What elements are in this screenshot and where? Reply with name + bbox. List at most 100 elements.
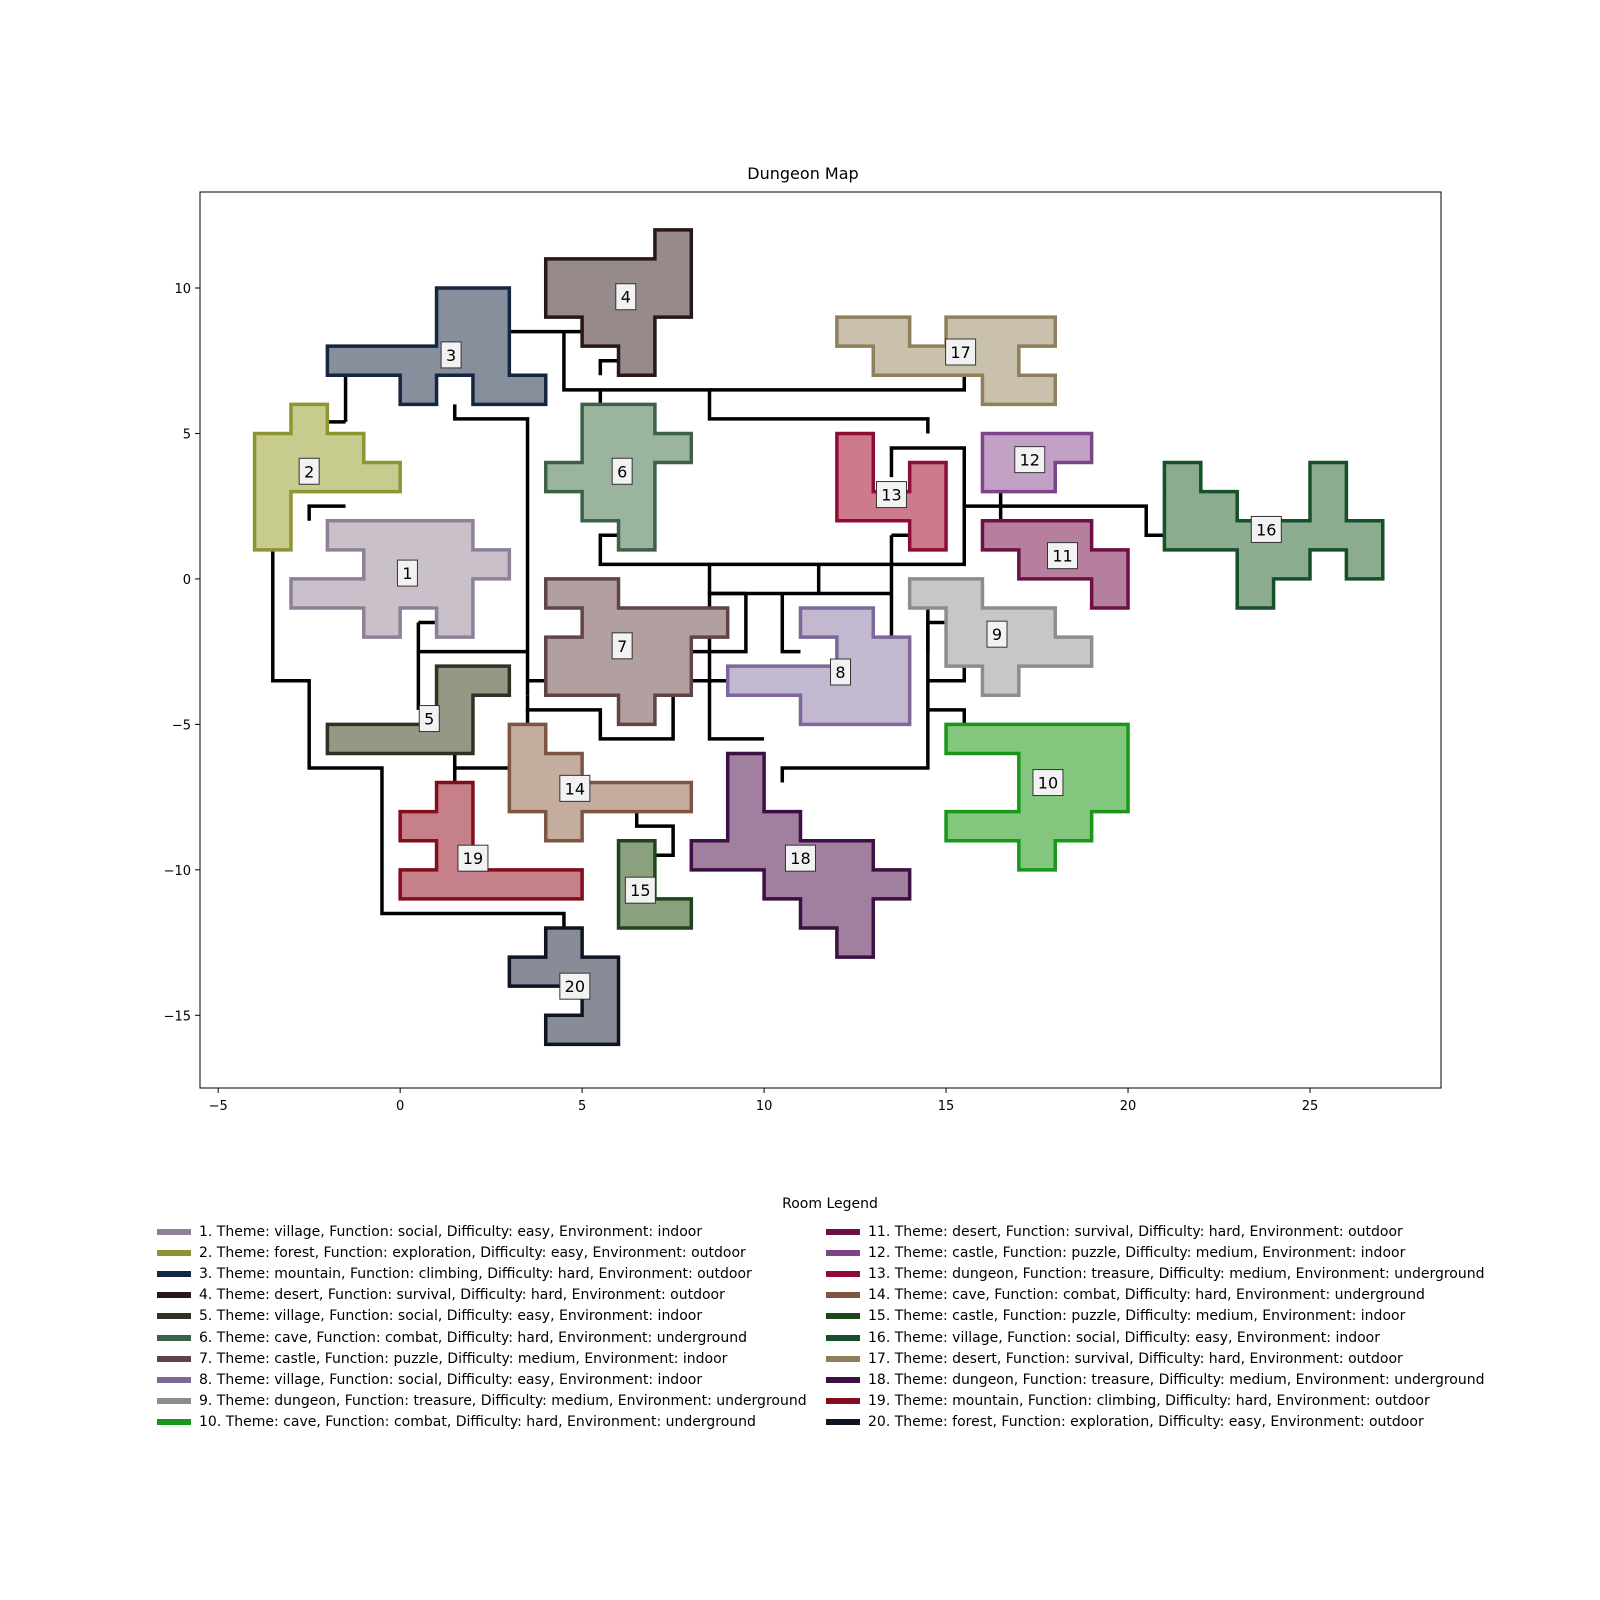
rooms-layer xyxy=(252,228,1385,1047)
x-tick-label-3: 10 xyxy=(756,1099,773,1114)
legend-label: 16. Theme: village, Function: social, Di… xyxy=(868,1329,1380,1346)
legend-swatch xyxy=(157,1313,191,1320)
corridor-6 xyxy=(271,549,566,928)
legend-item: 6. Theme: cave, Function: combat, Diffic… xyxy=(157,1327,807,1348)
legend-label: 2. Theme: forest, Function: exploration,… xyxy=(199,1244,746,1261)
room-14[interactable] xyxy=(507,722,694,843)
corridor-9 xyxy=(562,331,930,434)
legend-item: 2. Theme: forest, Function: exploration,… xyxy=(157,1242,807,1263)
legend-swatch xyxy=(826,1355,860,1362)
legend-label: 19. Theme: mountain, Function: climbing,… xyxy=(868,1393,1430,1410)
x-tick-label-0: −5 xyxy=(209,1099,228,1114)
legend-item: 17. Theme: desert, Function: survival, D… xyxy=(826,1348,1485,1369)
room-label-13: 13 xyxy=(881,486,901,505)
room-label-box-3 xyxy=(440,341,462,369)
legend-swatch xyxy=(826,1313,860,1320)
room-label-box-5 xyxy=(418,705,440,733)
room-label-box-13 xyxy=(875,481,907,509)
legend-item: 4. Theme: desert, Function: survival, Di… xyxy=(157,1285,807,1306)
corridor-13 xyxy=(598,446,967,567)
legend-swatch xyxy=(157,1334,191,1341)
room-label-11: 11 xyxy=(1052,547,1072,566)
legend-label: 5. Theme: village, Function: social, Dif… xyxy=(199,1308,703,1325)
room-label-box-18 xyxy=(784,844,816,872)
legend-item: 11. Theme: desert, Function: survival, D… xyxy=(826,1221,1485,1242)
room-label-20: 20 xyxy=(565,977,585,996)
legend-label: 3. Theme: mountain, Function: climbing, … xyxy=(199,1265,752,1282)
legend-label: 10. Theme: cave, Function: combat, Diffi… xyxy=(199,1414,756,1431)
legend-swatch xyxy=(826,1228,860,1235)
legend-swatch xyxy=(826,1270,860,1277)
room-label-box-12 xyxy=(1014,446,1046,474)
legend-item: 15. Theme: castle, Function: puzzle, Dif… xyxy=(826,1306,1485,1327)
room-label-box-10 xyxy=(1032,769,1064,797)
legend-item: 20. Theme: forest, Function: exploration… xyxy=(826,1412,1485,1433)
room-7[interactable] xyxy=(543,577,730,727)
legend-label: 4. Theme: desert, Function: survival, Di… xyxy=(199,1287,725,1304)
x-tick-label-6: 25 xyxy=(1302,1099,1319,1114)
legend-label: 9. Theme: dungeon, Function: treasure, D… xyxy=(199,1393,807,1410)
legend-item: 19. Theme: mountain, Function: climbing,… xyxy=(826,1391,1485,1412)
room-label-box-9 xyxy=(986,620,1008,648)
x-tick-label-2: 5 xyxy=(578,1099,586,1114)
corridor-19 xyxy=(780,593,801,654)
legend-swatch xyxy=(826,1249,860,1256)
legend-label: 18. Theme: dungeon, Function: treasure, … xyxy=(868,1371,1485,1388)
room-5[interactable] xyxy=(325,664,512,756)
room-label-box-16 xyxy=(1250,515,1282,543)
corridor-7 xyxy=(453,404,530,696)
corridor-29 xyxy=(707,591,765,741)
room-label-10: 10 xyxy=(1038,774,1058,793)
y-axis-ticks: 10 5 0 −5 −10 −15 xyxy=(164,282,200,1024)
y-tick-label-4: −10 xyxy=(164,864,191,879)
legend-swatch xyxy=(157,1419,191,1426)
legend-swatch xyxy=(157,1398,191,1405)
corridor-30 xyxy=(780,608,930,783)
legend-item: 8. Theme: village, Function: social, Dif… xyxy=(157,1369,807,1390)
room-label-box-15 xyxy=(624,876,656,904)
legend-item: 5. Theme: village, Function: social, Dif… xyxy=(157,1306,807,1327)
legend-swatch xyxy=(157,1270,191,1277)
room-2[interactable] xyxy=(252,402,402,552)
room-label-4: 4 xyxy=(621,288,631,307)
legend-swatch xyxy=(157,1355,191,1362)
legend-swatch xyxy=(157,1292,191,1299)
x-tick-label-1: 0 xyxy=(396,1099,404,1114)
legend-column-left: 1. Theme: village, Function: social, Dif… xyxy=(157,1221,807,1433)
legend-label: 11. Theme: desert, Function: survival, D… xyxy=(868,1223,1403,1240)
room-10[interactable] xyxy=(944,722,1130,872)
room-label-7: 7 xyxy=(617,637,627,656)
room-label-3: 3 xyxy=(446,346,456,365)
corridor-32 xyxy=(927,708,967,725)
room-label-5: 5 xyxy=(424,710,434,729)
legend-title: Room Legend xyxy=(782,1196,878,1212)
legend-item: 18. Theme: dungeon, Function: treasure, … xyxy=(826,1369,1485,1390)
chart-title: Dungeon Map xyxy=(747,164,858,183)
corridor-35 xyxy=(964,504,1165,538)
legend-item: 7. Theme: castle, Function: puzzle, Diff… xyxy=(157,1348,807,1369)
y-tick-label-1: 5 xyxy=(183,427,191,442)
room-label-1: 1 xyxy=(402,564,412,583)
y-tick-label-3: −5 xyxy=(172,718,191,733)
room-label-box-4 xyxy=(615,283,637,311)
corridor-28 xyxy=(634,811,675,858)
legend-swatch xyxy=(826,1334,860,1341)
room-label-box-2 xyxy=(298,457,320,485)
room-label-2: 2 xyxy=(304,462,314,481)
room-label-9: 9 xyxy=(992,625,1002,644)
y-tick-label-0: 10 xyxy=(174,282,191,297)
legend-swatch xyxy=(826,1292,860,1299)
legend-label: 1. Theme: village, Function: social, Dif… xyxy=(199,1223,703,1240)
legend-swatch xyxy=(157,1249,191,1256)
legend-swatch xyxy=(826,1376,860,1383)
legend-label: 12. Theme: castle, Function: puzzle, Dif… xyxy=(868,1244,1406,1261)
corridor-12 xyxy=(709,375,967,392)
legend-item: 10. Theme: cave, Function: combat, Diffi… xyxy=(157,1412,807,1433)
room-8[interactable] xyxy=(725,606,912,727)
x-axis-ticks: −5 0 5 10 15 20 25 xyxy=(209,1088,1319,1114)
room-3[interactable] xyxy=(325,286,548,407)
room-label-box-20 xyxy=(559,972,591,1000)
legend-label: 14. Theme: cave, Function: combat, Diffi… xyxy=(868,1287,1425,1304)
room-label-box-6 xyxy=(611,457,633,485)
